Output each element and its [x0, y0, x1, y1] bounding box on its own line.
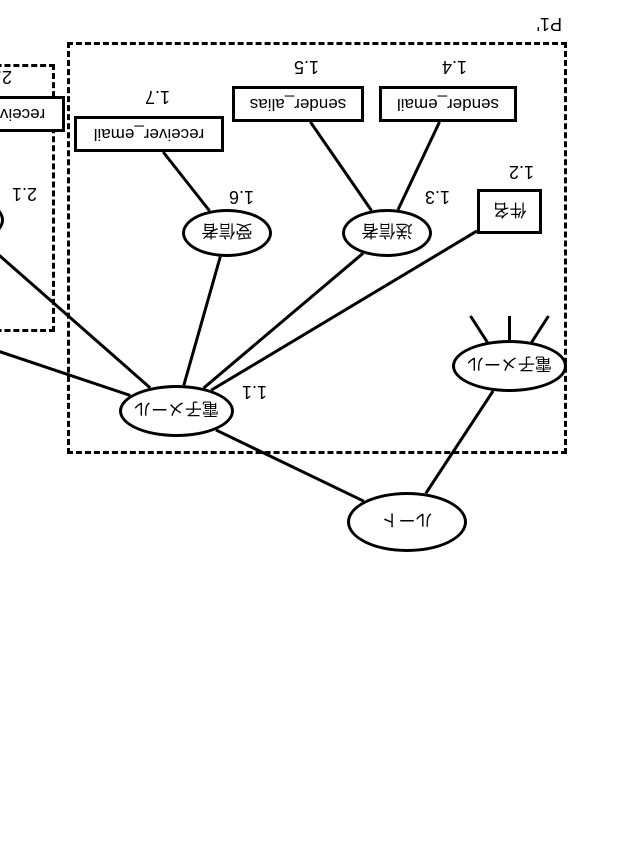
node-r2_email-number: 2.2 [0, 66, 12, 87]
node-sender-number: 1.3 [425, 186, 450, 207]
node-email_r: 電子メール [119, 385, 234, 437]
node-email_l: 電子メール [452, 340, 567, 392]
node-email_r-number: 1.1 [242, 381, 267, 402]
node-sender: 送信者 [342, 209, 432, 257]
node-root: ルート [347, 492, 467, 552]
node-s_alias-number: 1.5 [294, 56, 319, 77]
node-subject-number: 1.2 [509, 161, 534, 182]
node-s_email: sender_email [379, 86, 517, 122]
node-subject: 件名 [477, 189, 542, 234]
node-r1_email-number: 1.7 [145, 86, 170, 107]
node-recv1-number: 1.6 [229, 186, 254, 207]
group-p1-label: P1' [537, 13, 562, 34]
node-recv1: 受信者 [182, 209, 272, 257]
node-s_alias: sender_alias [232, 86, 364, 122]
node-s_email-number: 1.4 [442, 56, 467, 77]
node-recv2-number: 2.1 [12, 183, 37, 204]
node-r1_email: receiver_email [74, 116, 224, 152]
diagram-stage: P1' P2' ルート電子メール電子メール1.1件名1.2送信者1.3sende… [0, 0, 622, 622]
node-r2_email: receiver_email [0, 96, 65, 132]
